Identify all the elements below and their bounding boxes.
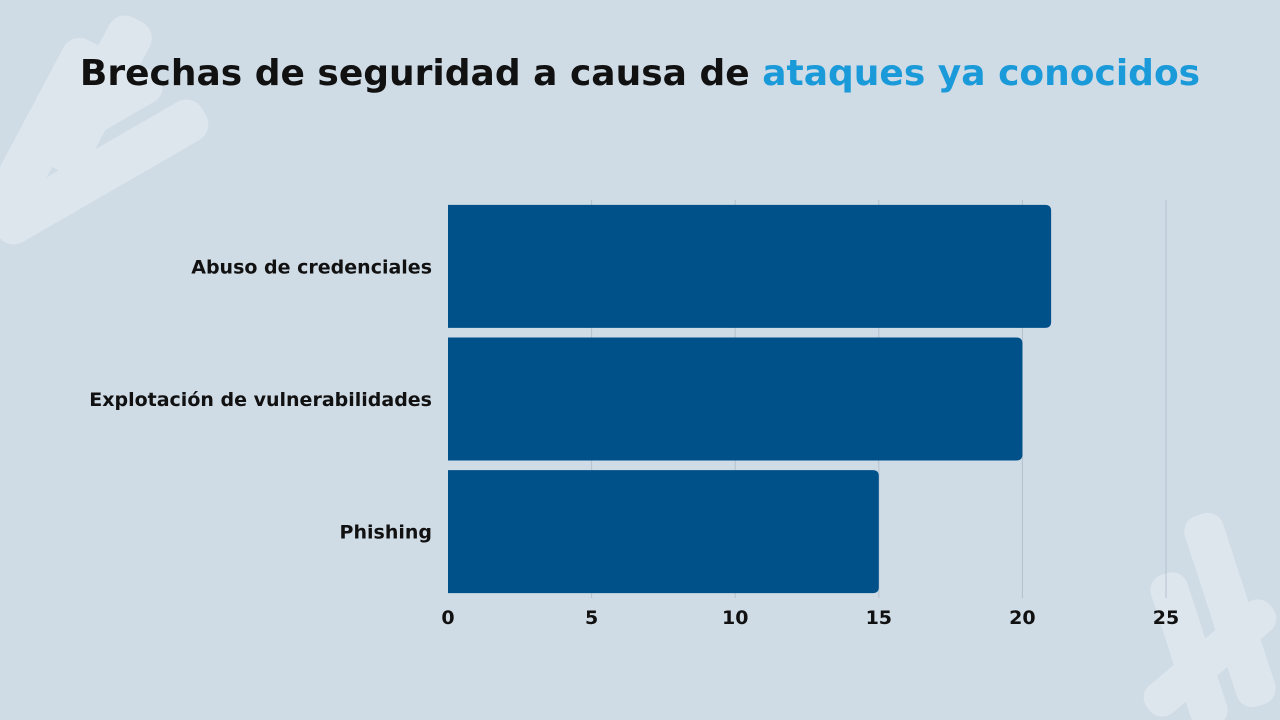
bar (448, 470, 879, 594)
category-label: Abuso de credenciales (191, 256, 432, 278)
background-decoration-top-left (0, 15, 209, 245)
x-tick-label: 25 (1153, 607, 1179, 629)
background-decoration-bottom-right (1143, 512, 1277, 720)
x-tick-label: 10 (722, 607, 748, 629)
x-tick-label: 0 (441, 607, 454, 629)
bar (448, 204, 1052, 328)
category-label: Phishing (340, 522, 432, 544)
chart-title-highlight: ataques ya conocidos (762, 53, 1201, 94)
x-tick-label: 5 (585, 607, 598, 629)
chart-title-main: Brechas de seguridad a causa de (79, 53, 750, 94)
category-label: Explotación de vulnerabilidades (89, 389, 432, 411)
x-tick-label: 20 (1009, 607, 1035, 629)
x-tick-label: 15 (866, 607, 892, 629)
bar (448, 337, 1023, 461)
chart-title: Brechas de seguridad a causa de ataques … (0, 48, 1280, 100)
